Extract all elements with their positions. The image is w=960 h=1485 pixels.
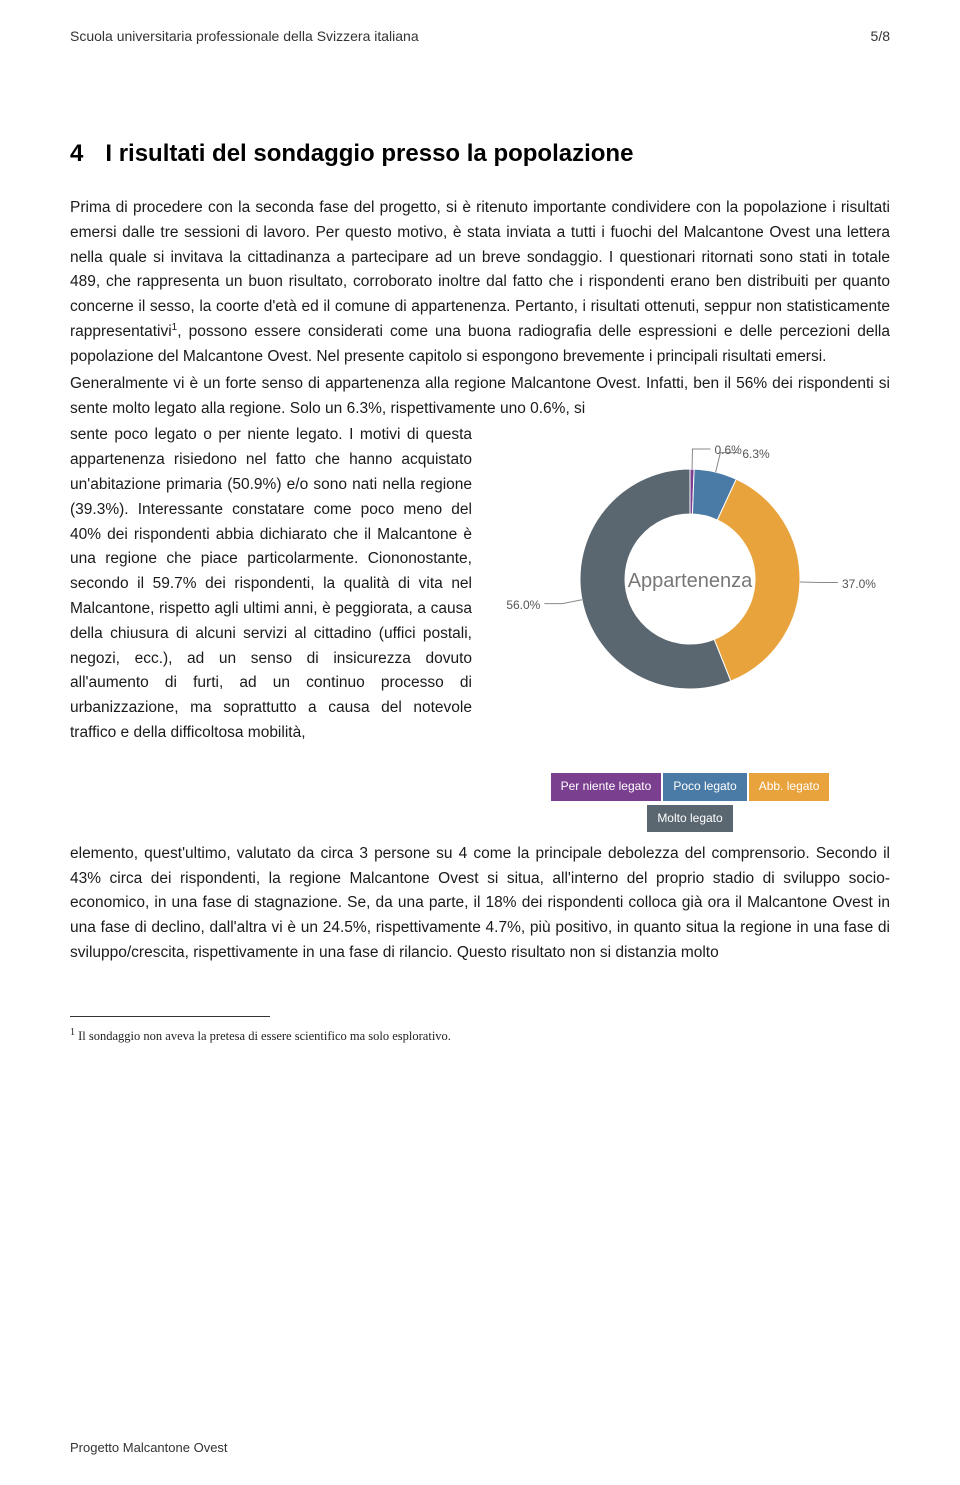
footnote-text: Il sondaggio non aveva la pretesa di ess… [78, 1029, 451, 1043]
paragraph-3-wrap: Appartenenza 0.6%6.3% 37.0% 56.0% Per nien… [70, 423, 890, 965]
paragraph-3-wrap-text: sente poco legato o per niente legato. I… [70, 426, 472, 741]
footnote-marker: 1 [70, 1027, 75, 1038]
donut-pct-label-3: 56.0% [506, 596, 540, 615]
footnote-rule [70, 1016, 270, 1017]
paragraph-1: Prima di procedere con la seconda fase d… [70, 196, 890, 370]
legend-item-1: Poco legato [663, 773, 746, 800]
donut-pct-label-1: 6.3% [742, 445, 769, 464]
donut-pct-label-0: 0.6% [714, 441, 741, 460]
section-title: I risultati del sondaggio presso la popo… [105, 140, 633, 167]
paragraph-3-after-text: elemento, quest'ultimo, valutato da circ… [70, 845, 890, 961]
header-institution: Scuola universitaria professionale della… [70, 28, 419, 44]
footer-project: Progetto Malcantone Ovest [70, 1440, 228, 1455]
page-number: 5/8 [871, 28, 890, 44]
donut-pct-label-2: 37.0% [842, 575, 876, 594]
paragraph-1a-text: Prima di procedere con la seconda fase d… [70, 199, 890, 340]
section-number: 4 [70, 140, 83, 168]
legend-item-0: Per niente legato [551, 773, 662, 800]
footnote-1: 1 Il sondaggio non aveva la pretesa di e… [70, 1027, 890, 1044]
paragraph-1b-text: , possono essere considerati come una bu… [70, 323, 890, 365]
section-heading: 4 I risultati del sondaggio presso la pop… [70, 140, 890, 168]
paragraph-2: Generalmente vi è un forte senso di appa… [70, 372, 890, 422]
donut-chart: Appartenenza 0.6%6.3% 37.0% 56.0% Per nien… [490, 429, 890, 833]
chart-center-label: Appartenenza [620, 565, 760, 597]
chart-legend: Per niente legatoPoco legatoAbb. legato M… [490, 771, 890, 833]
legend-item-2: Abb. legato [749, 773, 830, 800]
legend-item-3: Molto legato [647, 805, 732, 832]
